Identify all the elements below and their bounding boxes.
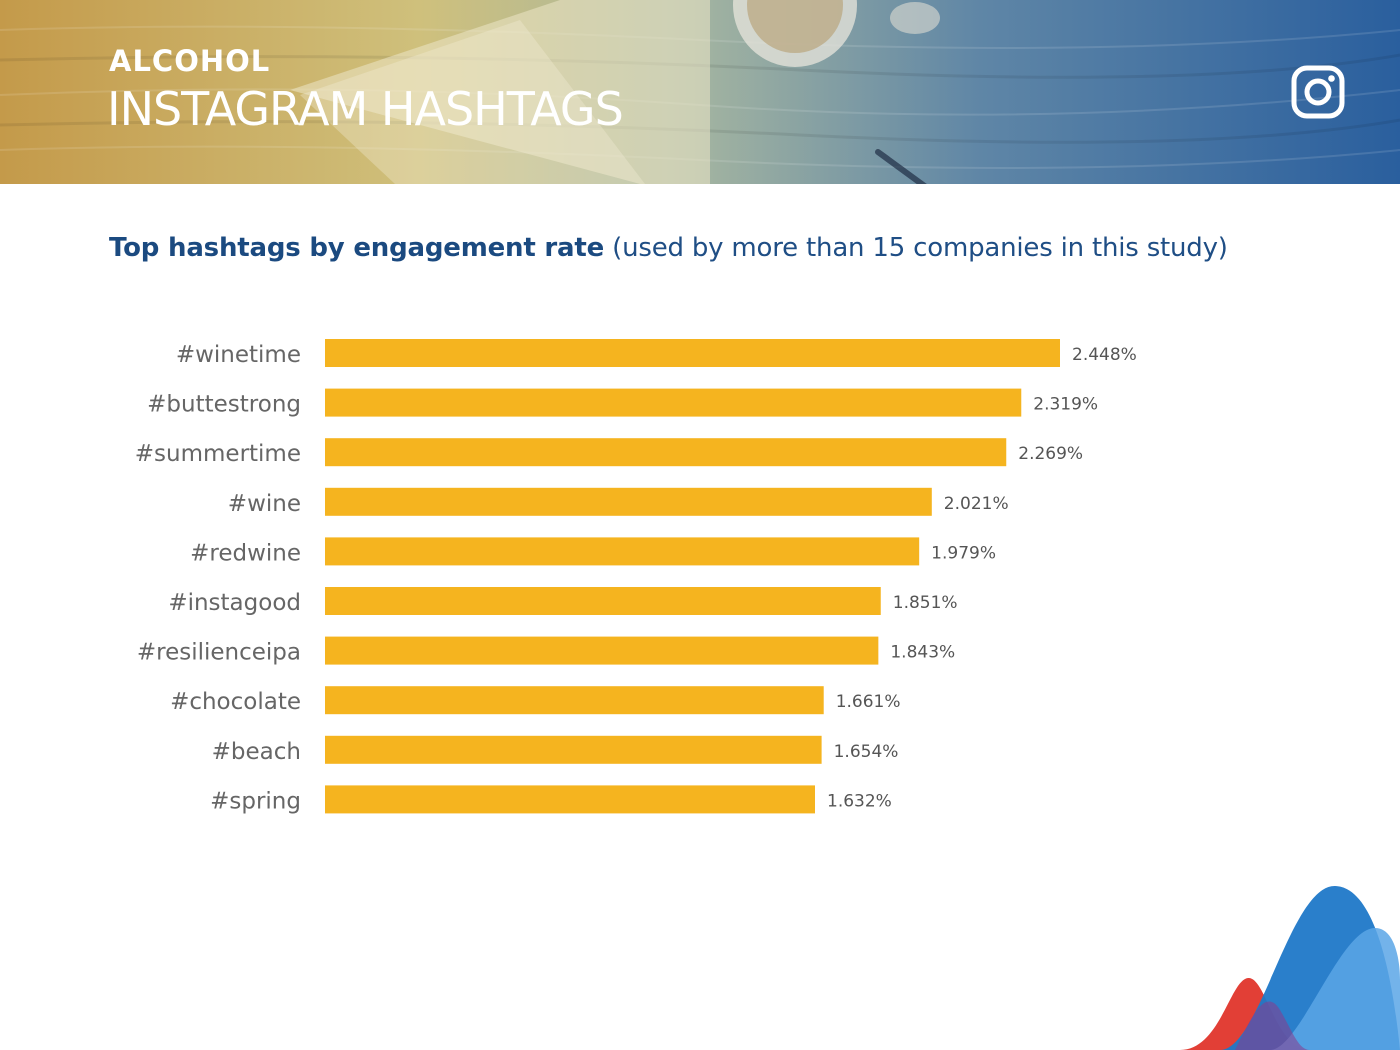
bar <box>325 686 824 715</box>
category-label: #beach <box>212 739 301 765</box>
value-label: 1.632% <box>827 791 892 811</box>
instagram-icon <box>1291 65 1345 119</box>
value-label: 2.448% <box>1072 345 1137 365</box>
decorative-wave <box>1180 885 1400 1050</box>
category-label: #chocolate <box>170 689 301 715</box>
bar <box>325 339 1060 367</box>
category-label: #spring <box>210 788 301 814</box>
value-label: 1.654% <box>834 742 899 762</box>
category-label: #winetime <box>176 342 301 368</box>
header-background <box>0 0 1400 184</box>
chart-title-bold: Top hashtags by engagement rate <box>109 233 605 263</box>
bar <box>325 735 822 764</box>
header-title: INSTAGRAM HASHTAGS <box>107 82 624 136</box>
value-label: 2.021% <box>944 494 1009 514</box>
value-label: 1.979% <box>931 543 996 563</box>
bar <box>325 636 879 665</box>
bar <box>325 785 815 814</box>
value-label: 1.661% <box>836 692 901 712</box>
value-label: 2.319% <box>1033 395 1098 415</box>
category-label: #buttestrong <box>147 392 301 418</box>
header-category: ALCOHOL <box>109 44 271 78</box>
header-banner: ALCOHOL INSTAGRAM HASHTAGS <box>0 0 1400 184</box>
category-label: #redwine <box>190 540 301 566</box>
value-label: 1.843% <box>890 643 955 663</box>
category-label: #resilienceipa <box>137 640 301 666</box>
bar <box>325 438 1007 467</box>
bar <box>325 388 1022 417</box>
value-label: 1.851% <box>893 593 958 613</box>
category-label: #summertime <box>135 441 301 467</box>
chart-title: Top hashtags by engagement rate (used by… <box>109 233 1228 263</box>
bar <box>325 487 932 516</box>
chart-title-note: (used by more than 15 companies in this … <box>612 233 1228 263</box>
value-label: 2.269% <box>1018 444 1083 464</box>
category-label: #instagood <box>168 590 301 616</box>
bar <box>325 537 920 566</box>
bar <box>325 587 881 615</box>
category-label: #wine <box>228 491 301 517</box>
